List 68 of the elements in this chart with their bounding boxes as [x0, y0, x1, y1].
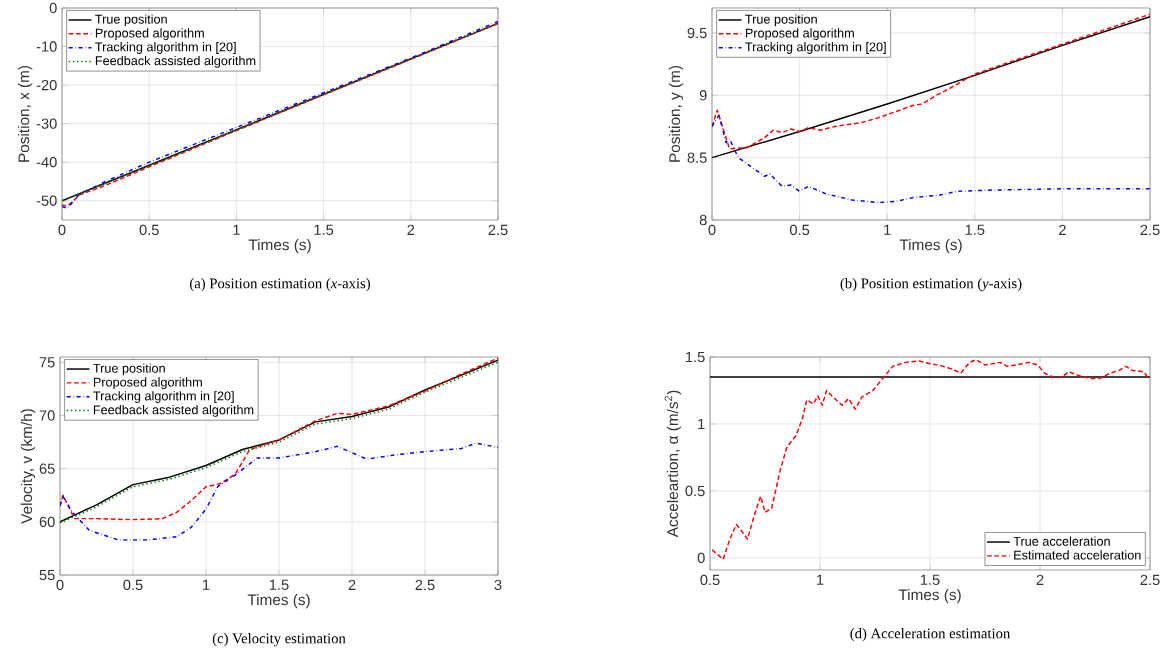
legend-label: True acceleration: [1013, 536, 1110, 546]
x-tick-label: 0.5: [123, 579, 143, 591]
x-tick-label: 2.5: [488, 224, 508, 236]
x-tick-label: 1.5: [920, 574, 940, 585]
x-tick-label: 0.5: [789, 224, 810, 236]
y-tick-label: 75: [39, 357, 55, 368]
y-tick-label: -50: [36, 195, 57, 206]
y-tick-label: 1: [698, 418, 705, 430]
x-axis-title: Times (s): [247, 593, 310, 609]
x-tick-label: 1.5: [269, 579, 289, 590]
text: (b) Position estimation (y-axis): [840, 278, 1022, 292]
y-tick-label: 8: [699, 214, 707, 226]
y-axis-title: Velocity, v (km/h): [20, 409, 36, 524]
legend-label: Proposed algorithm: [93, 377, 202, 390]
x-tick-label: 2: [407, 224, 415, 235]
y-tick-label: 0: [49, 2, 57, 14]
y-tick-label: 9: [699, 90, 707, 101]
legend-label: True position: [745, 14, 817, 27]
y-axis-title: Acceleartion, α (m/s$^{2}$): [664, 390, 682, 538]
x-tick-label: 0: [708, 224, 716, 236]
x-tick-label: 1: [203, 579, 210, 590]
legend-label: Estimated acceleration: [1014, 550, 1141, 560]
legend-label: Tracking algorithm in [20]: [93, 391, 234, 403]
text: (a) Position estimation (x-axis): [190, 278, 370, 292]
text: (d) Acceleration estimation: [850, 628, 1011, 642]
y-tick-label: 55: [39, 569, 55, 581]
legend-label: Feedback assisted algorithm: [93, 404, 254, 417]
x-tick-label: 2: [348, 579, 356, 590]
y-axis-title: Position, x (m): [18, 65, 33, 162]
y-tick-label: 0.5: [685, 485, 705, 497]
y-tick-label: 65: [39, 463, 55, 474]
x-tick-label: 1: [817, 574, 824, 585]
y-tick-label: 8.5: [687, 152, 707, 163]
text: (c) Velocity estimation: [212, 633, 346, 647]
x-tick-label: 1: [884, 224, 891, 235]
x-tick-label: 1: [233, 224, 240, 235]
x-tick-label: 1.5: [314, 224, 334, 235]
x-axis-title: Times (s): [898, 588, 961, 604]
y-tick-label: 1.5: [686, 351, 705, 363]
legend-label: Proposed algorithm: [745, 28, 854, 41]
y-tick-label: 70: [39, 410, 55, 421]
y-tick-label: 0: [697, 552, 705, 564]
legend-label: True position: [93, 363, 165, 376]
line-series: [60, 442, 498, 541]
x-tick-label: 3: [494, 579, 502, 591]
y-tick-label: 9.5: [687, 27, 707, 39]
y-axis-title: Position, y (m): [668, 65, 684, 162]
x-tick-label: 0.5: [139, 224, 159, 236]
legend-label: Tracking algorithm in [20]: [745, 42, 886, 54]
legend-label: True position: [95, 14, 167, 27]
x-tick-label: 2: [1036, 574, 1044, 585]
x-tick-label: 1.5: [965, 224, 985, 235]
line-series: [712, 114, 1151, 204]
x-tick-label: 2: [1059, 224, 1066, 235]
legend-label: Tracking algorithm in [20]: [95, 42, 236, 54]
x-axis-title: Times (s): [899, 238, 962, 254]
y-tick-label: -30: [36, 118, 57, 129]
legend-label: Proposed algorithm: [95, 28, 204, 41]
x-tick-label: 0: [58, 224, 66, 236]
y-tick-label: -20: [36, 79, 57, 91]
x-tick-label: 2.5: [1140, 574, 1160, 586]
legend-label: Feedback assisted algorithm: [95, 55, 256, 68]
y-tick-label: 60: [39, 516, 55, 528]
y-tick-label: -40: [36, 156, 57, 168]
x-tick-label: 2.5: [1140, 224, 1160, 236]
x-axis-title: Times (s): [248, 238, 311, 254]
y-tick-label: -10: [36, 41, 57, 52]
x-tick-label: 2.5: [415, 579, 435, 591]
